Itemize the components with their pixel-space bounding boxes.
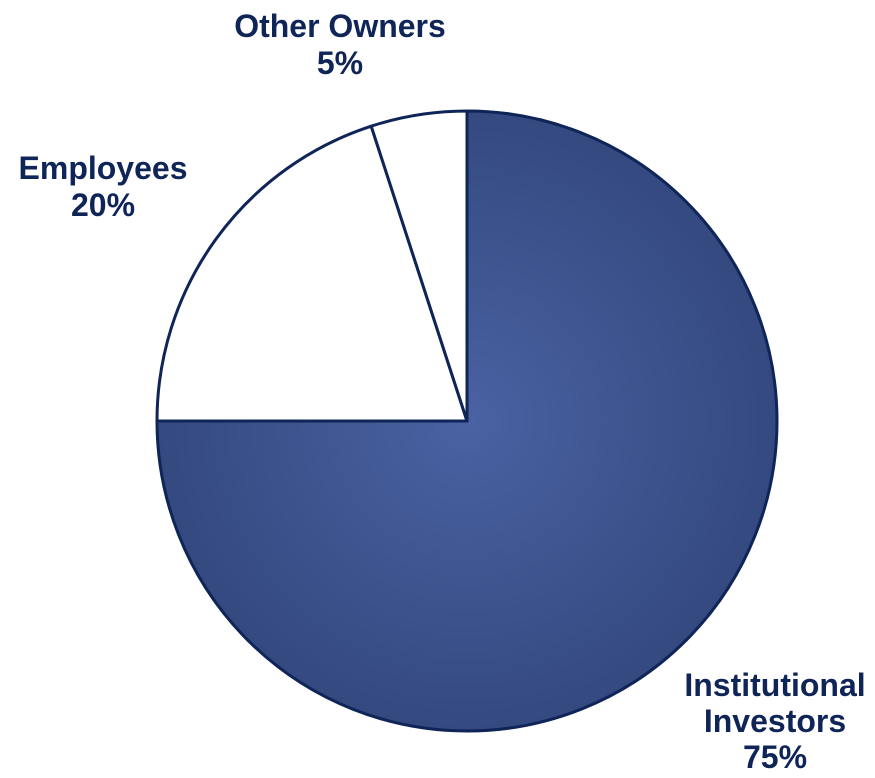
pie-slice-other-owners: [369, 109, 469, 423]
pie-slice-institutional-investors: [155, 109, 779, 733]
slice-label-institutional-investors: Institutional Investors 75%: [668, 667, 875, 775]
slice-name-employees: Employees: [18, 150, 188, 186]
pie-slice-employees: [155, 124, 469, 423]
slice-label-employees: Employees 20%: [0, 150, 206, 224]
slice-value-institutional-investors: 75%: [742, 739, 808, 775]
slice-value-employees: 20%: [70, 187, 136, 223]
slice-name-institutional-line1: Institutional: [684, 667, 866, 703]
slice-value-other-owners: 5%: [316, 45, 364, 81]
slice-name-other-owners: Other Owners: [234, 8, 446, 44]
slice-label-other-owners: Other Owners 5%: [200, 8, 480, 82]
pie-slices: [155, 109, 779, 733]
slice-name-institutional-line2: Investors: [703, 703, 847, 739]
